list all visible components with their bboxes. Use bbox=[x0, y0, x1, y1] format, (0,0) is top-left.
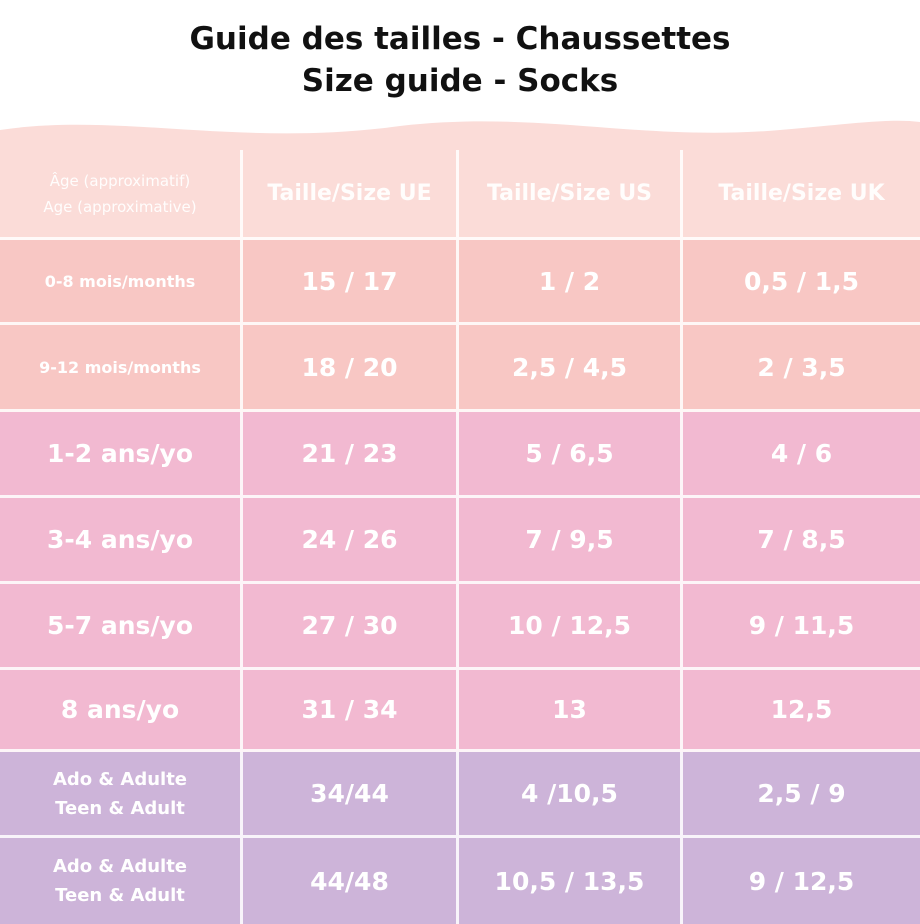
title-french: Guide des tailles - Chaussettes bbox=[189, 21, 731, 57]
age-label-en: Teen & Adult bbox=[55, 885, 185, 906]
wave-decoration bbox=[0, 120, 920, 152]
age-label-en: Teen & Adult bbox=[55, 797, 185, 819]
us-size-cell: 10 / 12,5 bbox=[459, 584, 683, 670]
uk-size-cell: 2 / 3,5 bbox=[683, 325, 920, 412]
uk-size-cell: 4 / 6 bbox=[683, 412, 920, 498]
us-size-cell: 7 / 9,5 bbox=[459, 498, 683, 584]
us-size-cell: 2,5 / 4,5 bbox=[459, 325, 683, 412]
us-size-cell: 13 bbox=[459, 670, 683, 752]
eu-size-cell: 15 / 17 bbox=[243, 240, 459, 325]
size-table: Âge (approximatif) Age (approximative) T… bbox=[0, 150, 920, 924]
header-uk: Taille/Size UK bbox=[683, 150, 920, 240]
uk-size-cell: 12,5 bbox=[683, 670, 920, 752]
age-label-fr: Ado & Adulte bbox=[52, 768, 188, 790]
age-cell: 0-8 mois/months bbox=[0, 240, 243, 325]
uk-size-cell: 0,5 / 1,5 bbox=[683, 240, 920, 325]
eu-size-cell: 27 / 30 bbox=[243, 584, 459, 670]
header-age-fr: Âge (approximatif) bbox=[49, 171, 191, 190]
uk-size-cell: 9 / 12,5 bbox=[683, 838, 920, 924]
eu-size-cell: 31 / 34 bbox=[243, 670, 459, 752]
eu-size-cell: 24 / 26 bbox=[243, 498, 459, 584]
header-us: Taille/Size US bbox=[459, 150, 683, 240]
age-cell: Ado & Adulte Teen & Adult bbox=[0, 838, 243, 924]
age-cell: 5-7 ans/yo bbox=[0, 584, 243, 670]
us-size-cell: 5 / 6,5 bbox=[459, 412, 683, 498]
header-age: Âge (approximatif) Age (approximative) bbox=[0, 150, 243, 240]
us-size-cell: 1 / 2 bbox=[459, 240, 683, 325]
age-cell: 9-12 mois/months bbox=[0, 325, 243, 412]
title-english: Size guide - Socks bbox=[301, 63, 619, 99]
eu-size-cell: 21 / 23 bbox=[243, 412, 459, 498]
us-size-cell: 10,5 / 13,5 bbox=[459, 838, 683, 924]
header-eu: Taille/Size UE bbox=[243, 150, 459, 240]
page-title: Guide des tailles - Chaussettes Size gui… bbox=[0, 18, 920, 102]
eu-size-cell: 34/44 bbox=[243, 752, 459, 838]
uk-size-cell: 7 / 8,5 bbox=[683, 498, 920, 584]
us-size-cell: 4 /10,5 bbox=[459, 752, 683, 838]
age-cell: Ado & Adulte Teen & Adult bbox=[0, 752, 243, 838]
eu-size-cell: 18 / 20 bbox=[243, 325, 459, 412]
uk-size-cell: 9 / 11,5 bbox=[683, 584, 920, 670]
eu-size-cell: 44/48 bbox=[243, 838, 459, 924]
header-age-en: Age (approximative) bbox=[43, 197, 197, 216]
age-cell: 8 ans/yo bbox=[0, 670, 243, 752]
uk-size-cell: 2,5 / 9 bbox=[683, 752, 920, 838]
age-cell: 1-2 ans/yo bbox=[0, 412, 243, 498]
age-label-fr: Ado & Adulte bbox=[52, 856, 188, 877]
age-cell: 3-4 ans/yo bbox=[0, 498, 243, 584]
